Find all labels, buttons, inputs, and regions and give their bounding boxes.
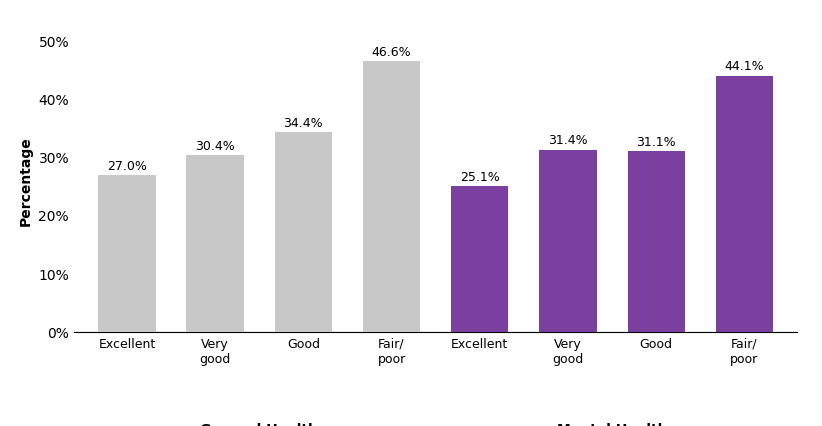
Text: 31.1%: 31.1%: [636, 136, 676, 149]
Bar: [451, 186, 509, 332]
Bar: [187, 155, 244, 332]
Text: General Health: General Health: [201, 423, 318, 426]
Bar: [539, 150, 597, 332]
Text: Mental Health: Mental Health: [556, 423, 667, 426]
Bar: [275, 132, 332, 332]
Bar: [363, 61, 420, 332]
Text: 31.4%: 31.4%: [548, 134, 588, 147]
Bar: [99, 175, 155, 332]
Text: 34.4%: 34.4%: [284, 117, 323, 130]
Bar: [627, 151, 685, 332]
Text: 30.4%: 30.4%: [196, 140, 235, 153]
Y-axis label: Percentage: Percentage: [19, 136, 33, 226]
Text: 27.0%: 27.0%: [107, 160, 147, 173]
Text: 46.6%: 46.6%: [372, 46, 411, 59]
Bar: [716, 76, 773, 332]
Text: 44.1%: 44.1%: [725, 60, 764, 73]
Text: 25.1%: 25.1%: [459, 171, 500, 184]
